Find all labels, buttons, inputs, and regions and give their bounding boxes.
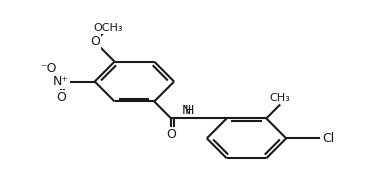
Text: N: N: [182, 104, 191, 117]
Text: O: O: [90, 35, 100, 48]
Text: O: O: [166, 128, 176, 141]
Text: N⁺: N⁺: [53, 75, 69, 88]
Text: OCH₃: OCH₃: [94, 23, 123, 33]
Text: ⁻O: ⁻O: [40, 62, 56, 75]
Text: O: O: [56, 91, 66, 104]
Text: CH₃: CH₃: [270, 93, 291, 103]
Text: Cl: Cl: [322, 132, 335, 145]
Text: H: H: [184, 104, 194, 117]
